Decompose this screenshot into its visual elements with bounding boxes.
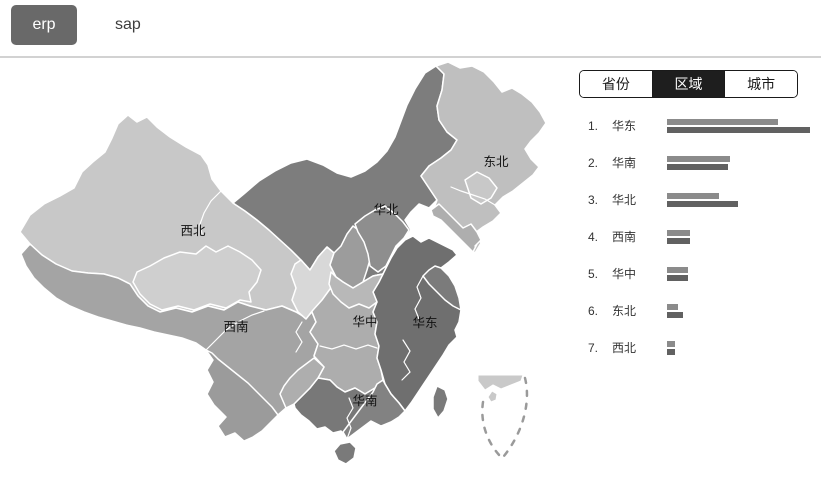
rank-row-7: 7. 西北 <box>588 333 821 362</box>
map-label-huazhong: 华中 <box>352 314 377 329</box>
south-china-sea-inset <box>477 374 529 458</box>
rank-region-name: 华南 <box>612 156 637 170</box>
rank-bars <box>667 229 690 244</box>
province-henan[interactable] <box>328 271 384 309</box>
bar-bottom <box>667 311 683 318</box>
rank-bars <box>667 266 688 281</box>
province-hebei[interactable] <box>354 205 410 273</box>
bar-top <box>667 340 675 347</box>
tab-city[interactable]: 城市 <box>724 71 797 97</box>
island-hainan[interactable] <box>333 441 357 465</box>
rank-row-2: 2. 华南 <box>588 148 821 177</box>
bar-top <box>667 192 719 199</box>
province-guangdong[interactable] <box>342 379 406 440</box>
rank-region-name: 华北 <box>612 193 637 207</box>
view-switcher: 省份 区域 城市 <box>579 70 798 98</box>
tab-erp[interactable]: erp <box>11 5 77 45</box>
china-map: 东北 华北 西北 西南 华中 华东 华南 <box>0 60 560 475</box>
nine-dash-line-left <box>481 400 502 458</box>
bar-bottom <box>667 348 675 355</box>
rank-bars <box>667 340 675 355</box>
rank-bars <box>667 118 810 133</box>
rank-row-1: 1. 华东 <box>588 111 821 140</box>
bar-bottom <box>667 237 690 244</box>
map-region-labels: 东北 华北 西北 西南 华中 华东 华南 <box>180 155 509 408</box>
bar-top <box>667 155 730 162</box>
rank-number: 6. <box>588 303 599 318</box>
rank-number: 1. <box>588 118 599 133</box>
rank-region-name: 西北 <box>612 341 637 355</box>
rank-number: 5. <box>588 266 599 281</box>
header-divider <box>0 56 821 58</box>
bar-top <box>667 118 778 125</box>
map-label-huanan: 华南 <box>352 393 377 408</box>
map-label-xinan: 西南 <box>223 319 248 334</box>
rank-row-4: 4. 西南 <box>588 222 821 251</box>
map-label-xibei: 西北 <box>180 224 206 238</box>
bar-bottom <box>667 126 810 133</box>
map-region-dongbei[interactable] <box>420 61 547 254</box>
map-label-dongbei: 东北 <box>483 155 509 169</box>
rank-row-3: 3. 华北 <box>588 185 821 214</box>
rank-bars <box>667 192 738 207</box>
rank-bars <box>667 155 730 170</box>
region-ranking-list: 1. 华东 2. 华南 3. 华北 4. 西南 5. 华中 <box>588 111 821 370</box>
province-jilin[interactable] <box>464 171 498 205</box>
island-taiwan[interactable] <box>432 385 449 419</box>
bar-top <box>667 229 690 236</box>
rank-region-name: 华中 <box>612 267 637 281</box>
map-label-huadong: 华东 <box>412 315 437 330</box>
province-qinghai[interactable] <box>132 245 262 311</box>
rank-region-name: 东北 <box>612 304 637 318</box>
rank-number: 4. <box>588 229 599 244</box>
rank-row-6: 6. 东北 <box>588 296 821 325</box>
bar-bottom <box>667 200 738 207</box>
province-jiangsu[interactable] <box>422 265 462 311</box>
bar-bottom <box>667 163 728 170</box>
bar-bottom <box>667 274 688 281</box>
tab-province[interactable]: 省份 <box>580 71 652 97</box>
bar-top <box>667 303 678 310</box>
tab-sap[interactable]: sap <box>115 16 141 33</box>
nine-dash-line-right <box>502 376 529 458</box>
rank-number: 2. <box>588 155 599 170</box>
rank-number: 7. <box>588 340 599 355</box>
tab-region[interactable]: 区域 <box>651 71 725 97</box>
map-label-huabei: 华北 <box>373 202 399 217</box>
province-yunnan[interactable] <box>205 349 279 442</box>
province-shaanxi[interactable] <box>290 246 337 320</box>
rank-region-name: 华东 <box>612 119 637 133</box>
rank-row-5: 5. 华中 <box>588 259 821 288</box>
province-liaoning[interactable] <box>430 203 482 253</box>
bar-top <box>667 266 688 273</box>
province-border-lines <box>199 186 496 440</box>
rank-region-name: 西南 <box>612 230 637 244</box>
rank-bars <box>667 303 683 318</box>
province-guizhou[interactable] <box>279 357 325 409</box>
rank-number: 3. <box>588 192 599 207</box>
